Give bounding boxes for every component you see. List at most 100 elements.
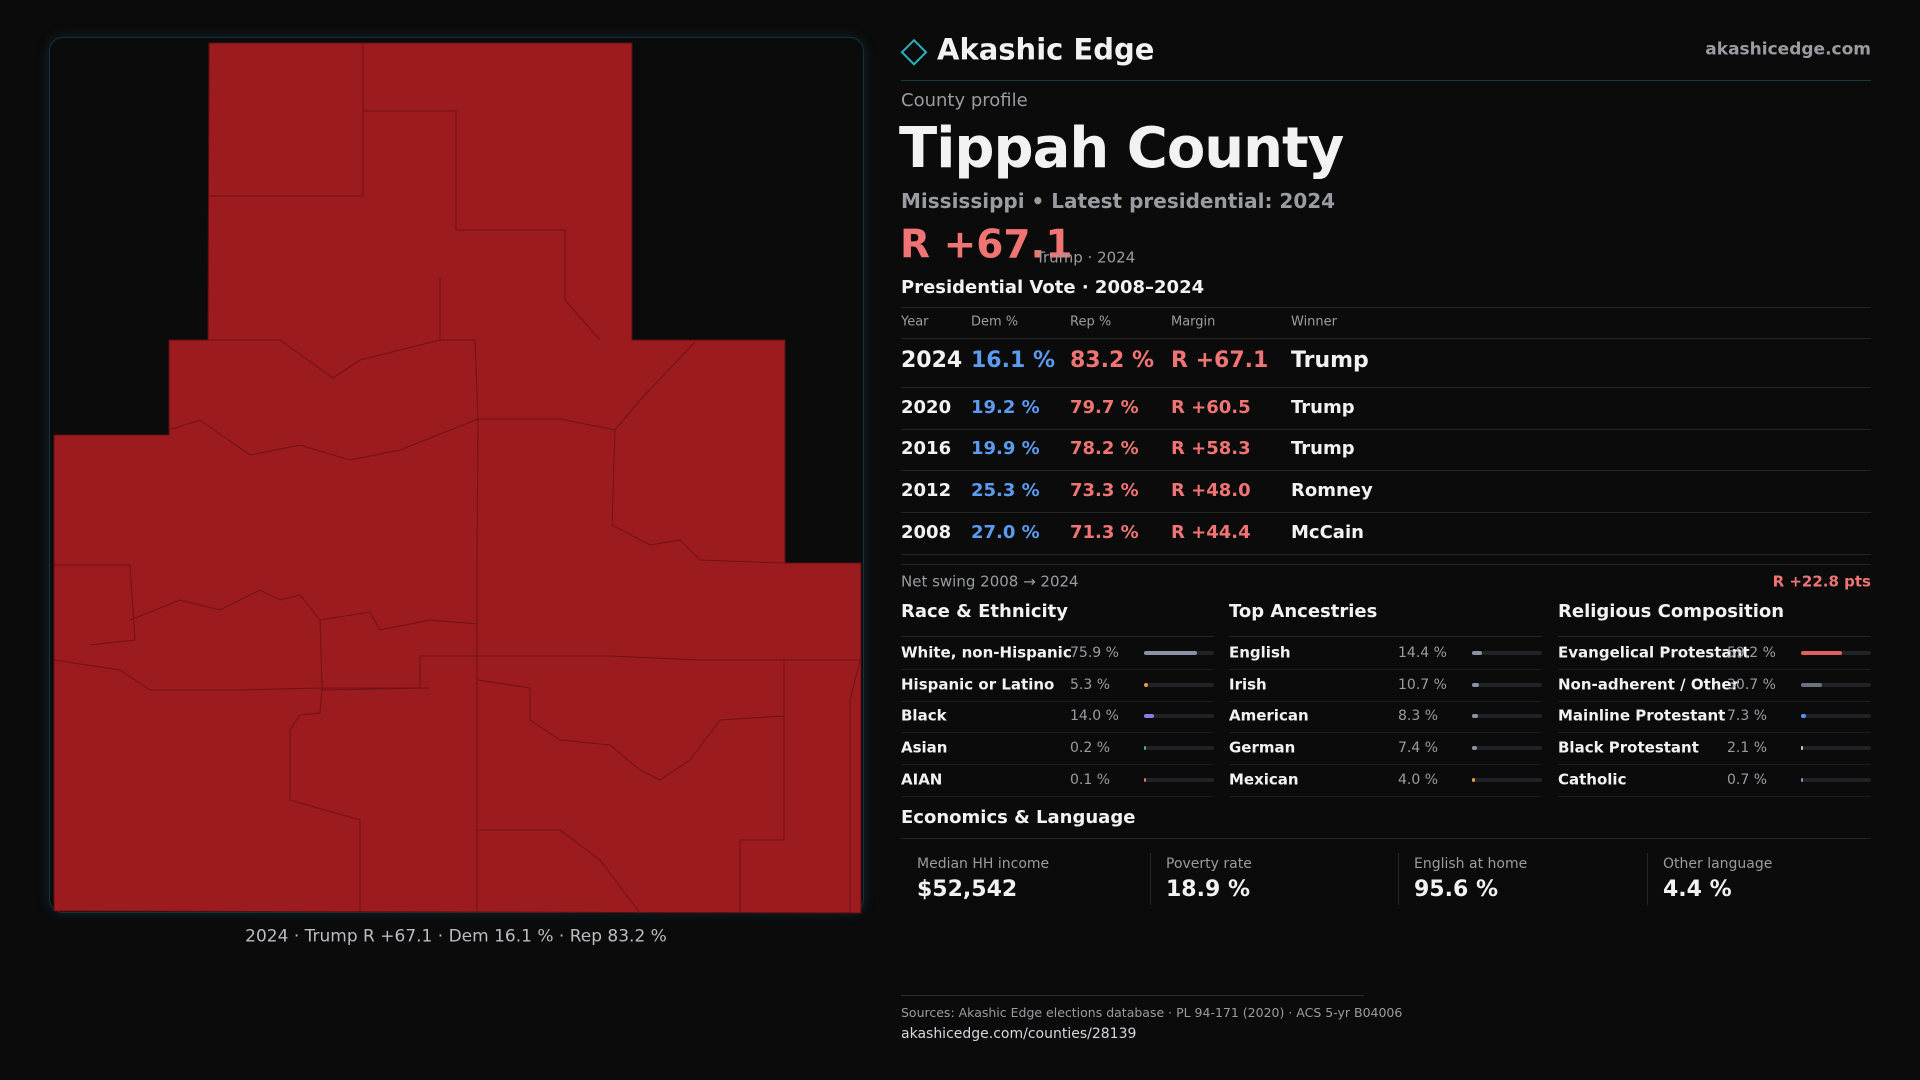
row-value: 59.2 % [1727,645,1776,661]
stat-label: Other language [1663,856,1773,872]
bar-track [1144,714,1214,718]
table-cell: 19.2 % [971,397,1040,418]
row-value: 14.4 % [1398,645,1447,661]
stat-label: Median HH income [917,856,1050,872]
footer-rule [901,995,1364,996]
table-cell: 2008 [901,522,952,543]
section-title: Religious Composition [1558,601,1785,622]
row-label: Asian [901,738,948,757]
bar-track [1801,778,1871,782]
row-value: 2.1 % [1727,740,1768,756]
stat-value: 4.4 % [1663,877,1732,902]
table-cell: R +44.4 [1171,522,1251,543]
stat-label: Poverty rate [1166,856,1252,872]
county-shape [53,42,862,914]
subtitle: Mississippi • Latest presidential: 2024 [901,189,1336,213]
row-label: Mexican [1229,770,1299,789]
table-cell: 25.3 % [971,480,1040,501]
bar [1472,714,1478,718]
table-cell: 71.3 % [1070,522,1139,543]
row-divider [1558,669,1871,670]
brand-name: Akashic Edge [937,32,1155,67]
bar-track [1144,746,1214,750]
swing-rule [901,564,1871,565]
section-rule [901,636,1214,637]
row-divider [901,796,1214,797]
swing-label: Net swing 2008 → 2024 [901,572,1079,591]
card-divider [1398,853,1399,905]
row-label: English [1229,643,1291,662]
column-header: Rep % [1070,314,1112,330]
row-divider [1558,764,1871,765]
card-divider [1647,853,1648,905]
row-value: 0.7 % [1727,772,1768,788]
column-header: Margin [1171,314,1216,330]
row-label: Catholic [1558,770,1627,789]
bar-track [1801,651,1871,655]
row-divider [1558,732,1871,733]
subdivision-lines [53,43,862,914]
table-cell: 2016 [901,438,952,459]
stat-label: English at home [1414,856,1528,872]
table-cell: 2024 [901,348,963,373]
table-cell: Trump [1291,348,1369,373]
row-divider [901,732,1214,733]
bar-track [1472,714,1542,718]
footer-url[interactable]: akashicedge.com/counties/28139 [901,1026,1137,1042]
row-value: 8.3 % [1398,708,1439,724]
column-header: Year [901,314,929,330]
table-cell: R +60.5 [1171,397,1251,418]
bar [1144,683,1148,687]
table-cell: 2020 [901,397,952,418]
bar-track [1472,778,1542,782]
bar-track [1801,746,1871,750]
row-value: 7.4 % [1398,740,1439,756]
row-divider [1229,701,1542,702]
bar [1472,746,1478,750]
bar-track [1144,778,1214,782]
map-caption: 2024 · Trump R +67.1 · Dem 16.1 % · Rep … [245,926,667,947]
economics-title: Economics & Language [901,807,1136,828]
table-cell: R +58.3 [1171,438,1251,459]
row-label: Black Protestant [1558,738,1699,757]
row-divider [1558,796,1871,797]
site-link[interactable]: akashicedge.com [1705,39,1871,60]
table-cell: 79.7 % [1070,397,1139,418]
bar [1801,714,1807,718]
column-header: Winner [1291,314,1338,330]
row-divider [901,701,1214,702]
bar [1144,714,1154,718]
table-cell: 83.2 % [1070,348,1154,373]
bar-track [1472,651,1542,655]
table-cell: 27.0 % [971,522,1040,543]
table-cell: 16.1 % [971,348,1055,373]
row-divider [901,669,1214,670]
row-value: 14.0 % [1070,708,1119,724]
bar-track [1472,746,1542,750]
section-title: Race & Ethnicity [901,601,1068,622]
headline-margin: R +67.1 [900,222,1073,268]
card-divider [1150,853,1151,905]
section-rule [1229,636,1542,637]
row-divider [901,429,1871,430]
bar [1801,746,1803,750]
row-divider [901,387,1871,388]
row-value: 7.3 % [1727,708,1768,724]
table-cell: R +48.0 [1171,480,1251,501]
row-divider [1229,764,1542,765]
bar-track [1144,651,1214,655]
column-header: Dem % [971,314,1019,330]
row-divider [1229,669,1542,670]
bar-track [1472,683,1542,687]
bar [1472,778,1475,782]
row-label: Hispanic or Latino [901,675,1055,694]
stat-value: 95.6 % [1414,877,1498,902]
economics-rule [901,838,1871,839]
row-value: 10.7 % [1398,677,1447,693]
swing-value: R +22.8 pts [1772,572,1871,591]
bar [1801,651,1843,655]
table-cell: 73.3 % [1070,480,1139,501]
brand-logo [900,38,928,66]
row-label: AIAN [901,770,943,789]
